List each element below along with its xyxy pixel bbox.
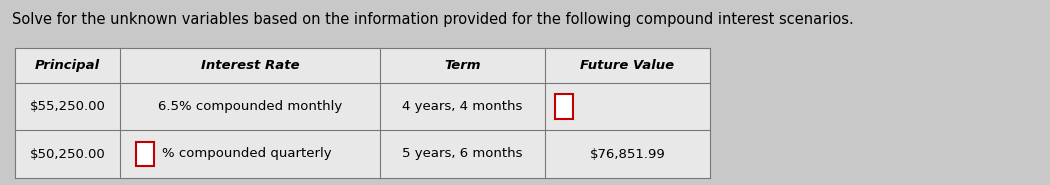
Bar bbox=[380, 83, 545, 130]
Bar bbox=[554, 94, 573, 119]
Text: 6.5% compounded monthly: 6.5% compounded monthly bbox=[158, 100, 342, 113]
Bar bbox=[120, 48, 380, 83]
Bar bbox=[380, 130, 545, 178]
Bar bbox=[380, 48, 545, 83]
Text: $50,250.00: $50,250.00 bbox=[29, 147, 105, 161]
Bar bbox=[15, 48, 120, 83]
Text: 5 years, 6 months: 5 years, 6 months bbox=[402, 147, 523, 161]
Bar bbox=[545, 130, 710, 178]
Text: Term: Term bbox=[444, 59, 481, 72]
Text: $76,851.99: $76,851.99 bbox=[590, 147, 666, 161]
Text: Future Value: Future Value bbox=[581, 59, 674, 72]
Text: Principal: Principal bbox=[35, 59, 100, 72]
Bar bbox=[135, 142, 154, 166]
Bar bbox=[120, 130, 380, 178]
Bar bbox=[15, 83, 120, 130]
Text: Interest Rate: Interest Rate bbox=[201, 59, 299, 72]
Text: % compounded quarterly: % compounded quarterly bbox=[162, 147, 332, 161]
Text: 4 years, 4 months: 4 years, 4 months bbox=[402, 100, 523, 113]
Text: Solve for the unknown variables based on the information provided for the follow: Solve for the unknown variables based on… bbox=[12, 12, 854, 27]
Bar bbox=[15, 130, 120, 178]
Bar bbox=[120, 83, 380, 130]
Bar bbox=[545, 83, 710, 130]
Bar bbox=[545, 48, 710, 83]
Text: $55,250.00: $55,250.00 bbox=[29, 100, 105, 113]
